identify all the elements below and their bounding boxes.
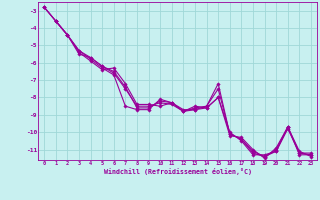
- X-axis label: Windchill (Refroidissement éolien,°C): Windchill (Refroidissement éolien,°C): [104, 168, 252, 175]
